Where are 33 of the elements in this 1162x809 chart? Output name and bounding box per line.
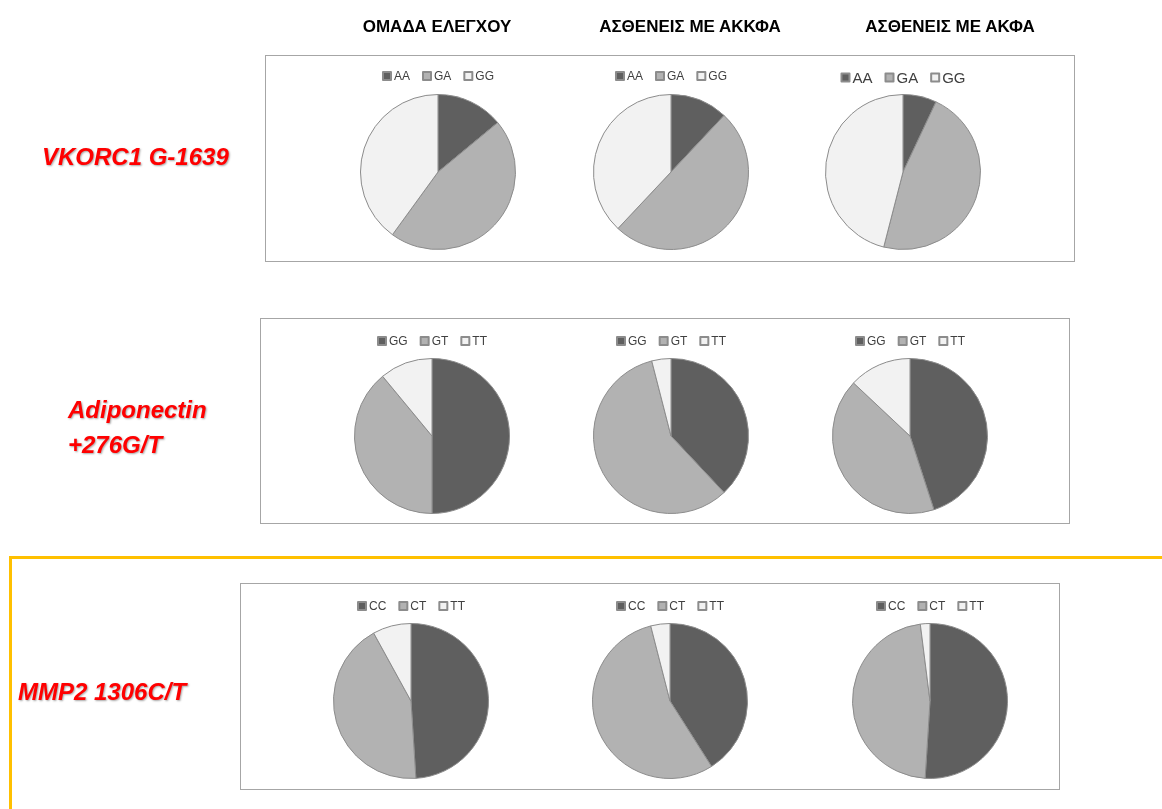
legend-label: GG — [389, 334, 408, 348]
legend-label: TT — [950, 334, 966, 348]
legend-label: TT — [450, 599, 466, 613]
legend-label: CC — [369, 599, 387, 613]
legend-label: CC — [628, 599, 646, 613]
legend-label: GT — [431, 334, 450, 348]
legend-label: GG — [628, 334, 647, 348]
legend-label: GG — [867, 334, 886, 348]
legend-label: GT — [909, 334, 928, 348]
legend-label: TT — [969, 599, 985, 613]
chart-title: ΟΜΑΔΑ ΕΛΕΓΧΟΥ — [362, 17, 512, 37]
legend-label: TT — [709, 599, 725, 613]
legend-label: AA — [626, 69, 644, 83]
legend-label: AA — [393, 69, 411, 83]
legend-label: GT — [670, 334, 689, 348]
legend-label: AA — [852, 69, 873, 86]
legend-label: CT — [929, 599, 946, 613]
chart-title: ΑΣΘΕΝΕΙΣ ΜΕ ΑΚΚΦΑ — [599, 17, 781, 37]
text: MMP2 1306C/T — [18, 676, 189, 707]
legend-label: GA — [667, 69, 685, 83]
legend-label: GG — [942, 69, 966, 86]
legend-label: TT — [711, 334, 727, 348]
legend-label: GG — [708, 69, 728, 83]
legend-label: CC — [888, 599, 906, 613]
legend-label: GG — [475, 69, 495, 83]
chart-title: ΑΣΘΕΝΕΙΣ ΜΕ ΑΚΦΑ — [865, 17, 1035, 37]
legend-label: TT — [472, 334, 488, 348]
text: VKORC1 G-1639 — [42, 141, 230, 172]
text: Adiponectin +276G/T — [68, 395, 208, 460]
legend-label: GA — [434, 69, 452, 83]
legend-label: CT — [410, 599, 427, 613]
legend-label: GA — [896, 69, 919, 86]
legend-label: CT — [669, 599, 686, 613]
